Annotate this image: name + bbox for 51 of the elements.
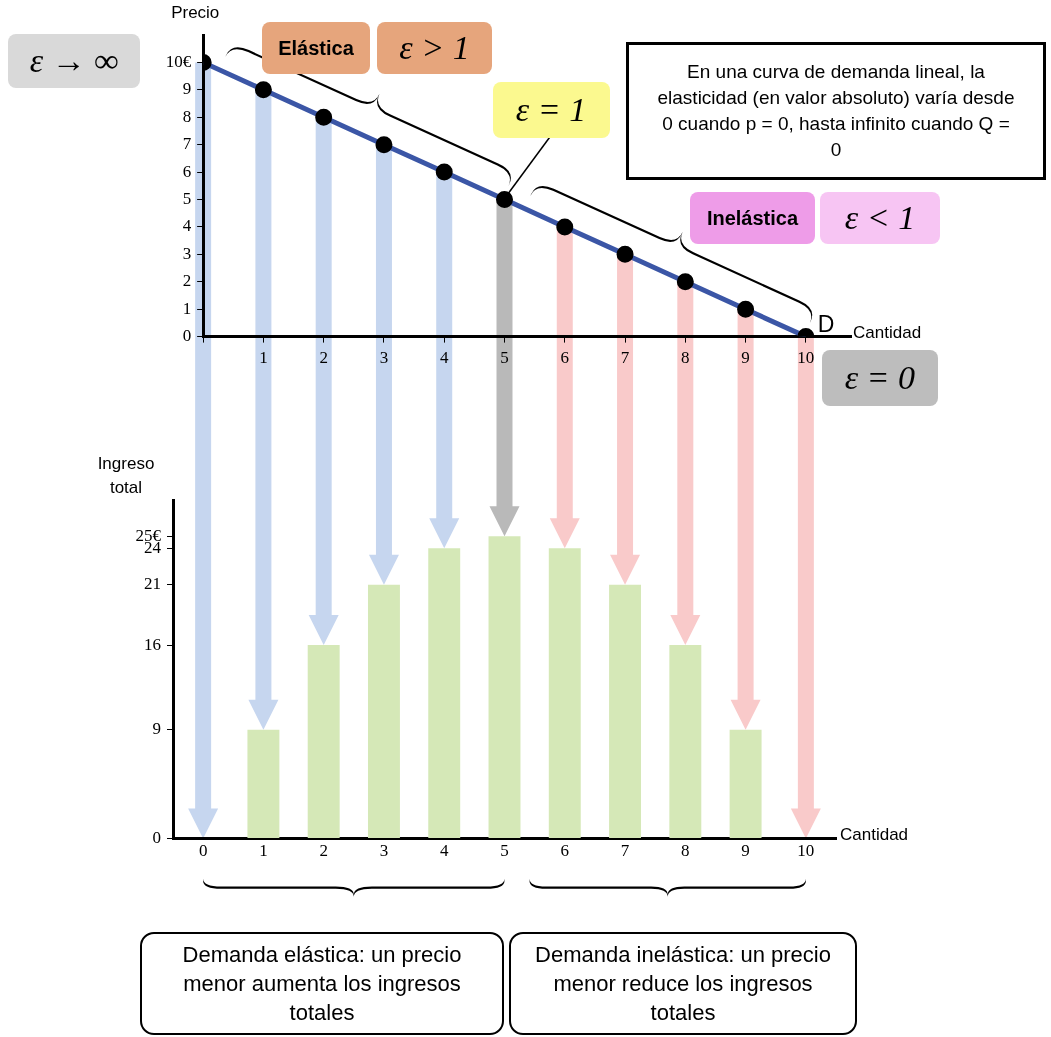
y-tick-label: 6 <box>182 161 192 181</box>
x-tick-label: 9 <box>741 841 750 861</box>
annotation: Inelástica <box>690 192 815 244</box>
text: Demanda elástica: un precio menor aumenta los ingresos totales <box>140 932 504 1035</box>
y-tick-label: 21 <box>144 574 161 594</box>
x-tick-label: 3 <box>379 841 389 861</box>
y-tick-label: 8 <box>182 106 192 126</box>
x-tick-label: 4 <box>439 841 449 861</box>
y-tick-label: 16 <box>144 634 161 654</box>
x-tick-label: 1 <box>259 348 268 368</box>
x-tick-label: 10 <box>797 841 815 861</box>
y-tick-label: 10€ <box>165 51 192 71</box>
y-tick-label: 9 <box>152 719 161 739</box>
y-tick-label: 1 <box>182 298 192 318</box>
y-tick-label: 7 <box>182 134 192 154</box>
annotation: ε > 1 <box>377 22 492 74</box>
series-label: D <box>817 310 835 338</box>
x-tick-label: 0 <box>198 841 208 861</box>
x-tick-label: 2 <box>319 348 328 368</box>
annotation: ε < 1 <box>820 192 940 244</box>
x-tick-label: 8 <box>681 841 690 861</box>
x-tick-label: 9 <box>741 348 750 368</box>
y-axis-title: Precio <box>171 3 220 23</box>
x-tick-label: 6 <box>560 841 570 861</box>
text: Demanda inelástica: un precio menor reduce los ingresos totales <box>509 932 857 1035</box>
y-tick-label: 5 <box>182 188 192 208</box>
x-tick-label: 7 <box>620 348 630 368</box>
annotation: En una curva de demanda lineal, la elasticidad (en valor absoluto) varía desde 0 cuando p = 0, hasta infinito cuando Q = 0 <box>626 42 1046 180</box>
y-tick-label: 0 <box>182 326 192 346</box>
x-tick-label: 8 <box>681 348 690 368</box>
x-tick-label: 2 <box>319 841 328 861</box>
x-tick-label: 5 <box>500 348 509 368</box>
annotation: ε → ∞ <box>8 34 141 89</box>
x-tick-label: 3 <box>379 348 389 368</box>
x-tick-label: 4 <box>439 348 449 368</box>
annotation: ε = 0 <box>821 349 938 406</box>
y-tick-label: 4 <box>182 216 192 236</box>
x-tick-label: 10 <box>797 348 815 368</box>
x-tick-label: 7 <box>620 841 630 861</box>
annotation: ε = 1 <box>492 81 610 138</box>
x-axis-title: Cantidad <box>840 824 909 845</box>
y-axis-title: Ingreso total <box>83 452 169 500</box>
y-tick-label: 0 <box>152 828 161 848</box>
x-tick-label: 1 <box>259 841 268 861</box>
x-tick-label: 6 <box>560 348 570 368</box>
annotation: Elástica <box>262 22 370 74</box>
y-tick-label: 9 <box>182 79 192 99</box>
x-tick-label: 5 <box>500 841 509 861</box>
y-tick-label: 2 <box>182 271 192 291</box>
x-axis-title: Cantidad <box>853 322 922 343</box>
y-tick-label: 3 <box>182 243 192 263</box>
